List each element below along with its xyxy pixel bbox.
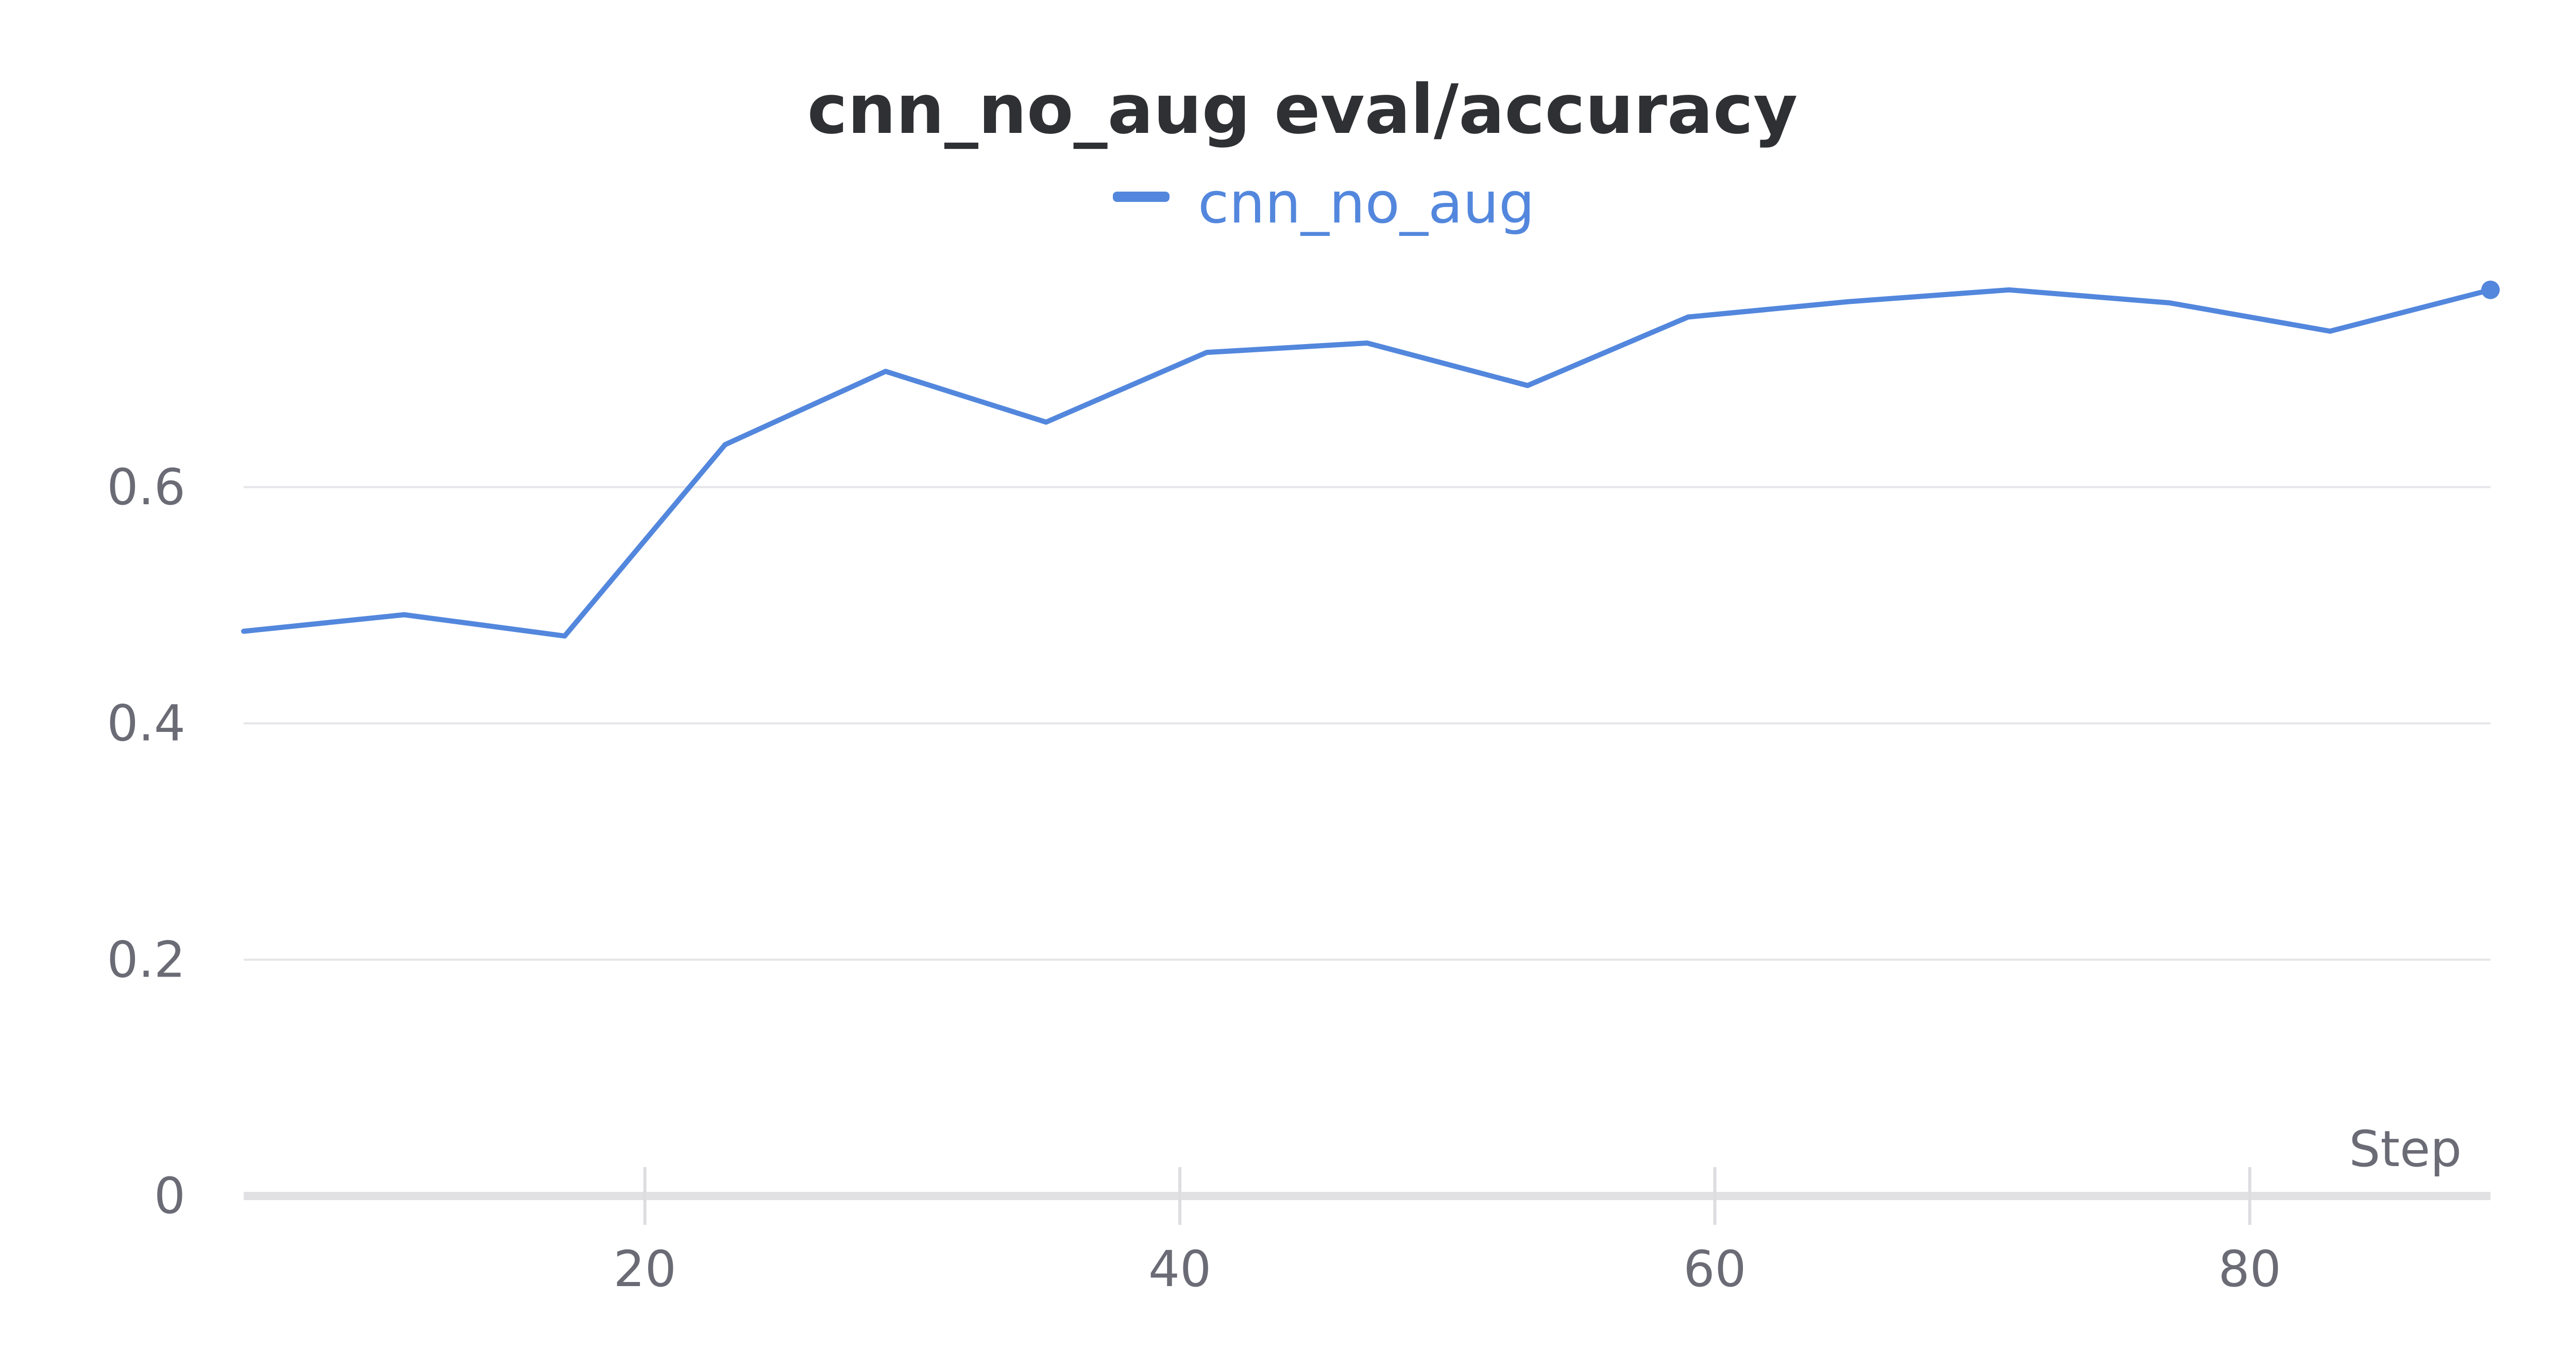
- legend-swatch: [1113, 192, 1170, 202]
- y-tick-label: 0.4: [107, 695, 185, 753]
- series-endpoint-marker[interactable]: [2481, 280, 2500, 299]
- y-tick-label: 0.2: [107, 931, 185, 988]
- y-tick-label: 0.6: [107, 458, 185, 516]
- chart-title: cnn_no_aug eval/accuracy: [807, 70, 1798, 149]
- y-tick-label: 0: [154, 1167, 185, 1225]
- x-tick-label: 40: [1148, 1240, 1211, 1298]
- x-tick-label: 20: [614, 1240, 676, 1298]
- y-axis-ticks: 0 0.2 0.4 0.6: [107, 458, 185, 1225]
- x-tick-label: 60: [1683, 1240, 1746, 1298]
- legend[interactable]: cnn_no_aug: [1113, 170, 1535, 236]
- legend-label: cnn_no_aug: [1198, 170, 1535, 236]
- x-tick-label: 80: [2218, 1240, 2281, 1298]
- series-layer[interactable]: [241, 280, 2500, 639]
- x-axis: 20 40 60 80: [244, 1167, 2490, 1298]
- series-line-cnn_no_aug[interactable]: [241, 287, 2493, 639]
- grid-lines: [244, 486, 2490, 961]
- x-axis-label: Step: [2349, 1120, 2462, 1178]
